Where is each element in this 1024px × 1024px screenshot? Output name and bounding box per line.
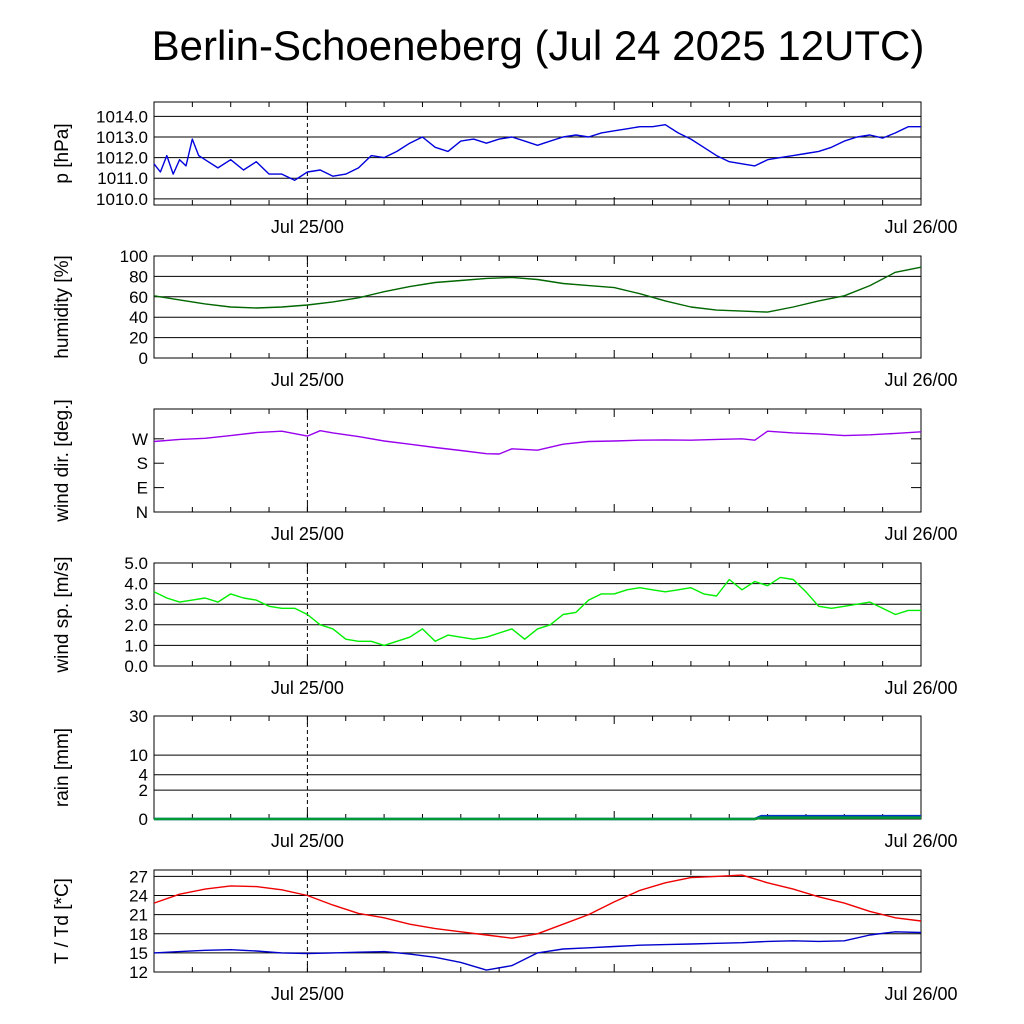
humidity-ytick-label: 80 (129, 267, 148, 286)
rain-xlabel-jul26: Jul 26/00 (884, 831, 957, 851)
humidity-xlabel-jul25: Jul 25/00 (271, 370, 344, 390)
pressure-ylabel: p [hPa] (52, 123, 73, 183)
temperature-ytick-label: 21 (129, 906, 148, 925)
humidity-ylabel: humidity [%] (52, 255, 73, 358)
temperature-frame (153, 869, 922, 973)
wind-direction-ytick-label: E (137, 479, 148, 498)
wind-direction-xlabel-jul26: Jul 26/00 (884, 524, 957, 544)
rain-ytick-label: 0 (139, 810, 148, 829)
temperature-ytick-label: 15 (129, 944, 148, 963)
rain-ytick-label: 4 (139, 766, 148, 785)
rain-xlabel-jul25: Jul 25/00 (271, 831, 344, 851)
pressure-xlabel-jul26: Jul 26/00 (884, 217, 957, 237)
humidity-ytick-label: 40 (129, 308, 148, 327)
rain-ytick-label: 2 (139, 781, 148, 800)
rain-frame (153, 715, 922, 820)
wind-speed-ytick-label: 0.0 (124, 657, 148, 676)
temperature-ytick-label: 12 (129, 963, 148, 982)
wind-direction-ytick-label: N (136, 503, 148, 522)
chart-title: Berlin-Schoeneberg (Jul 24 2025 12UTC) (151, 22, 925, 69)
wind-speed-ytick-label: 5.0 (124, 554, 148, 573)
temperature-ytick-label: 27 (129, 867, 148, 886)
wind-speed-xlabel-jul25: Jul 25/00 (271, 678, 344, 698)
wind-speed-ytick-label: 4.0 (124, 575, 148, 594)
temperature-ytick-label: 18 (129, 925, 148, 944)
wind-speed-ytick-label: 3.0 (124, 595, 148, 614)
wind-direction-xlabel-jul25: Jul 25/00 (271, 524, 344, 544)
wind-direction-ylabel: wind dir. [deg.] (52, 399, 73, 523)
temperature-xlabel-jul25: Jul 25/00 (271, 984, 344, 1004)
humidity-series-0-line (153, 266, 922, 313)
wind-speed-series-0-line (153, 576, 921, 647)
temperature-series-0-line (153, 874, 922, 939)
humidity-ytick-label: 20 (129, 329, 148, 348)
humidity-xlabel-jul26: Jul 26/00 (884, 370, 957, 390)
humidity-ytick-label: 60 (129, 288, 148, 307)
rain-ytick-label: 10 (129, 746, 148, 765)
humidity-ytick-label: 0 (139, 349, 148, 368)
wind-direction-ytick-label: S (137, 454, 148, 473)
wind-direction-ytick-label: W (132, 430, 148, 449)
pressure-ytick-label: 1011.0 (97, 169, 148, 188)
wind-speed-xlabel-jul26: Jul 26/00 (884, 678, 957, 698)
temperature-ylabel: T / Td [*C] (52, 878, 73, 964)
wind-speed-frame (153, 562, 922, 667)
pressure-ytick-label: 1010.0 (96, 190, 148, 209)
pressure-xlabel-jul25: Jul 25/00 (271, 217, 344, 237)
rain-series-1-line (154, 816, 921, 821)
temperature-xlabel-jul26: Jul 26/00 (884, 984, 957, 1004)
temperature-ytick-label: 24 (129, 887, 148, 906)
pressure-ytick-label: 1014.0 (96, 107, 148, 126)
rain-ylabel: rain [mm] (52, 728, 73, 807)
wind-speed-panel: 0.0 1.02.0 3.04.0 5.0 wind sp. [m/s] Jul 25/0… (52, 554, 958, 698)
wind-speed-ylabel: wind sp. [m/s] (52, 556, 73, 673)
pressure-ytick-label: 1012.0 (96, 149, 148, 168)
wind-speed-ytick-label: 2.0 (124, 616, 148, 635)
wind-direction-series-0-line (153, 430, 922, 455)
temperature-series-1-line (153, 931, 922, 971)
wind-speed-ytick-label: 1.0 (124, 636, 148, 655)
pressure-ytick-label: 1013.0 (96, 128, 148, 147)
pressure-series-0-line (153, 123, 921, 182)
wind-direction-frame (153, 408, 922, 513)
humidity-ytick-label: 100 (120, 247, 148, 266)
rain-ytick-label: 30 (129, 707, 148, 726)
